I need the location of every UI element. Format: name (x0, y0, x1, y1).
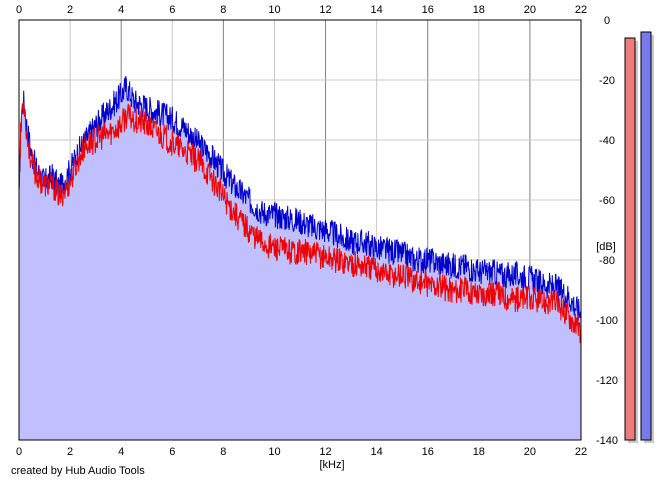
left-channel-line (18, 102, 582, 344)
x-tick-top-20: 20 (524, 4, 536, 16)
x-tick-bottom-10: 10 (268, 446, 280, 458)
x-tick-top-14: 14 (371, 4, 383, 16)
y-tick--100: -100 (596, 315, 618, 327)
x-tick-bottom-8: 8 (220, 446, 226, 458)
y-axis-label: [dB] (596, 241, 616, 253)
x-tick-bottom-22: 22 (575, 446, 587, 458)
x-tick-bottom-6: 6 (169, 446, 175, 458)
credit-text: created by Hub Audio Tools (11, 465, 145, 477)
x-tick-bottom-4: 4 (118, 446, 124, 458)
x-tick-top-4: 4 (118, 4, 124, 16)
x-tick-top-0: 0 (16, 4, 22, 16)
x-tick-bottom-0: 0 (16, 446, 22, 458)
y-tick--140: -140 (596, 435, 618, 447)
x-tick-top-6: 6 (169, 4, 175, 16)
x-tick-top-12: 12 (319, 4, 331, 16)
y-tick--80: -80 (599, 255, 615, 267)
right-level-meter (640, 31, 652, 441)
plot-area (18, 19, 582, 441)
x-tick-bottom-2: 2 (67, 446, 73, 458)
x-tick-bottom-18: 18 (473, 446, 485, 458)
x-tick-bottom-14: 14 (371, 446, 383, 458)
x-tick-top-16: 16 (422, 4, 434, 16)
right-channel-line (18, 76, 582, 321)
x-tick-bottom-20: 20 (524, 446, 536, 458)
x-tick-top-22: 22 (575, 4, 587, 16)
x-tick-top-10: 10 (268, 4, 280, 16)
y-tick--60: -60 (599, 195, 615, 207)
x-tick-bottom-16: 16 (422, 446, 434, 458)
level-meters (624, 31, 654, 443)
left-level-meter (624, 37, 636, 441)
y-tick-0: 0 (604, 15, 610, 27)
x-tick-bottom-12: 12 (319, 446, 331, 458)
y-axis-ticks: 0 -20 -40 -60 -80 -100 -120 -140 (596, 15, 618, 447)
x-tick-top-18: 18 (473, 4, 485, 16)
y-tick--20: -20 (599, 75, 615, 87)
plot-frame (18, 19, 582, 441)
x-tick-top-2: 2 (67, 4, 73, 16)
x-axis-label: [kHz] (319, 459, 344, 471)
x-tick-top-8: 8 (220, 4, 226, 16)
y-tick--120: -120 (596, 375, 618, 387)
y-tick--40: -40 (599, 135, 615, 147)
